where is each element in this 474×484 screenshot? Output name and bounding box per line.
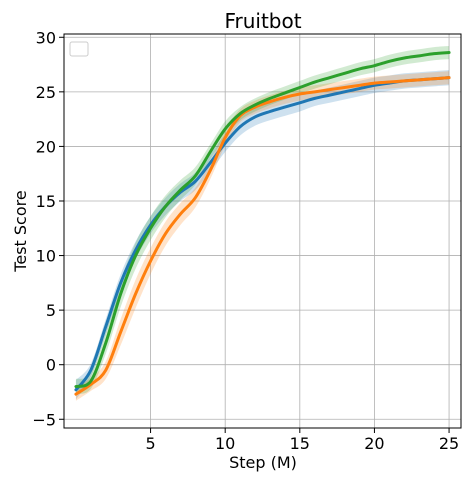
x-tick-label-2: 15: [290, 434, 310, 453]
chart-title: Fruitbot: [224, 9, 301, 33]
confidence-bands: [75, 46, 450, 401]
x-tick-label-1: 10: [215, 434, 235, 453]
x-axis-label: Step (M): [229, 453, 297, 472]
series-2-line: [74, 51, 451, 389]
plot-frame: [63, 33, 462, 429]
axis-ticks: 5 10 15 20 25 −5 0 5 10 15 20 25 30: [32, 28, 459, 453]
x-tick-label-4: 25: [439, 434, 459, 453]
y-tick-label-5: 20: [36, 137, 56, 156]
x-tick-label-0: 5: [145, 434, 155, 453]
y-tick-label-6: 25: [36, 83, 56, 102]
y-tick-label-3: 10: [36, 247, 56, 266]
y-tick-label-1: 0: [46, 356, 56, 375]
series-1-line: [74, 76, 451, 396]
grid-lines: [64, 34, 461, 428]
series-0-band: [75, 70, 450, 400]
y-tick-label-0: −5: [32, 410, 56, 429]
y-tick-label-4: 15: [36, 192, 56, 211]
series-2-band: [75, 46, 450, 395]
y-tick-label-7: 30: [36, 28, 56, 47]
series-lines: [74, 51, 451, 396]
y-axis-label: Test Score: [11, 190, 30, 272]
x-tick-label-3: 20: [364, 434, 384, 453]
y-tick-label-2: 5: [46, 301, 56, 320]
series-0-line: [74, 76, 451, 392]
legend-box: [69, 41, 89, 57]
